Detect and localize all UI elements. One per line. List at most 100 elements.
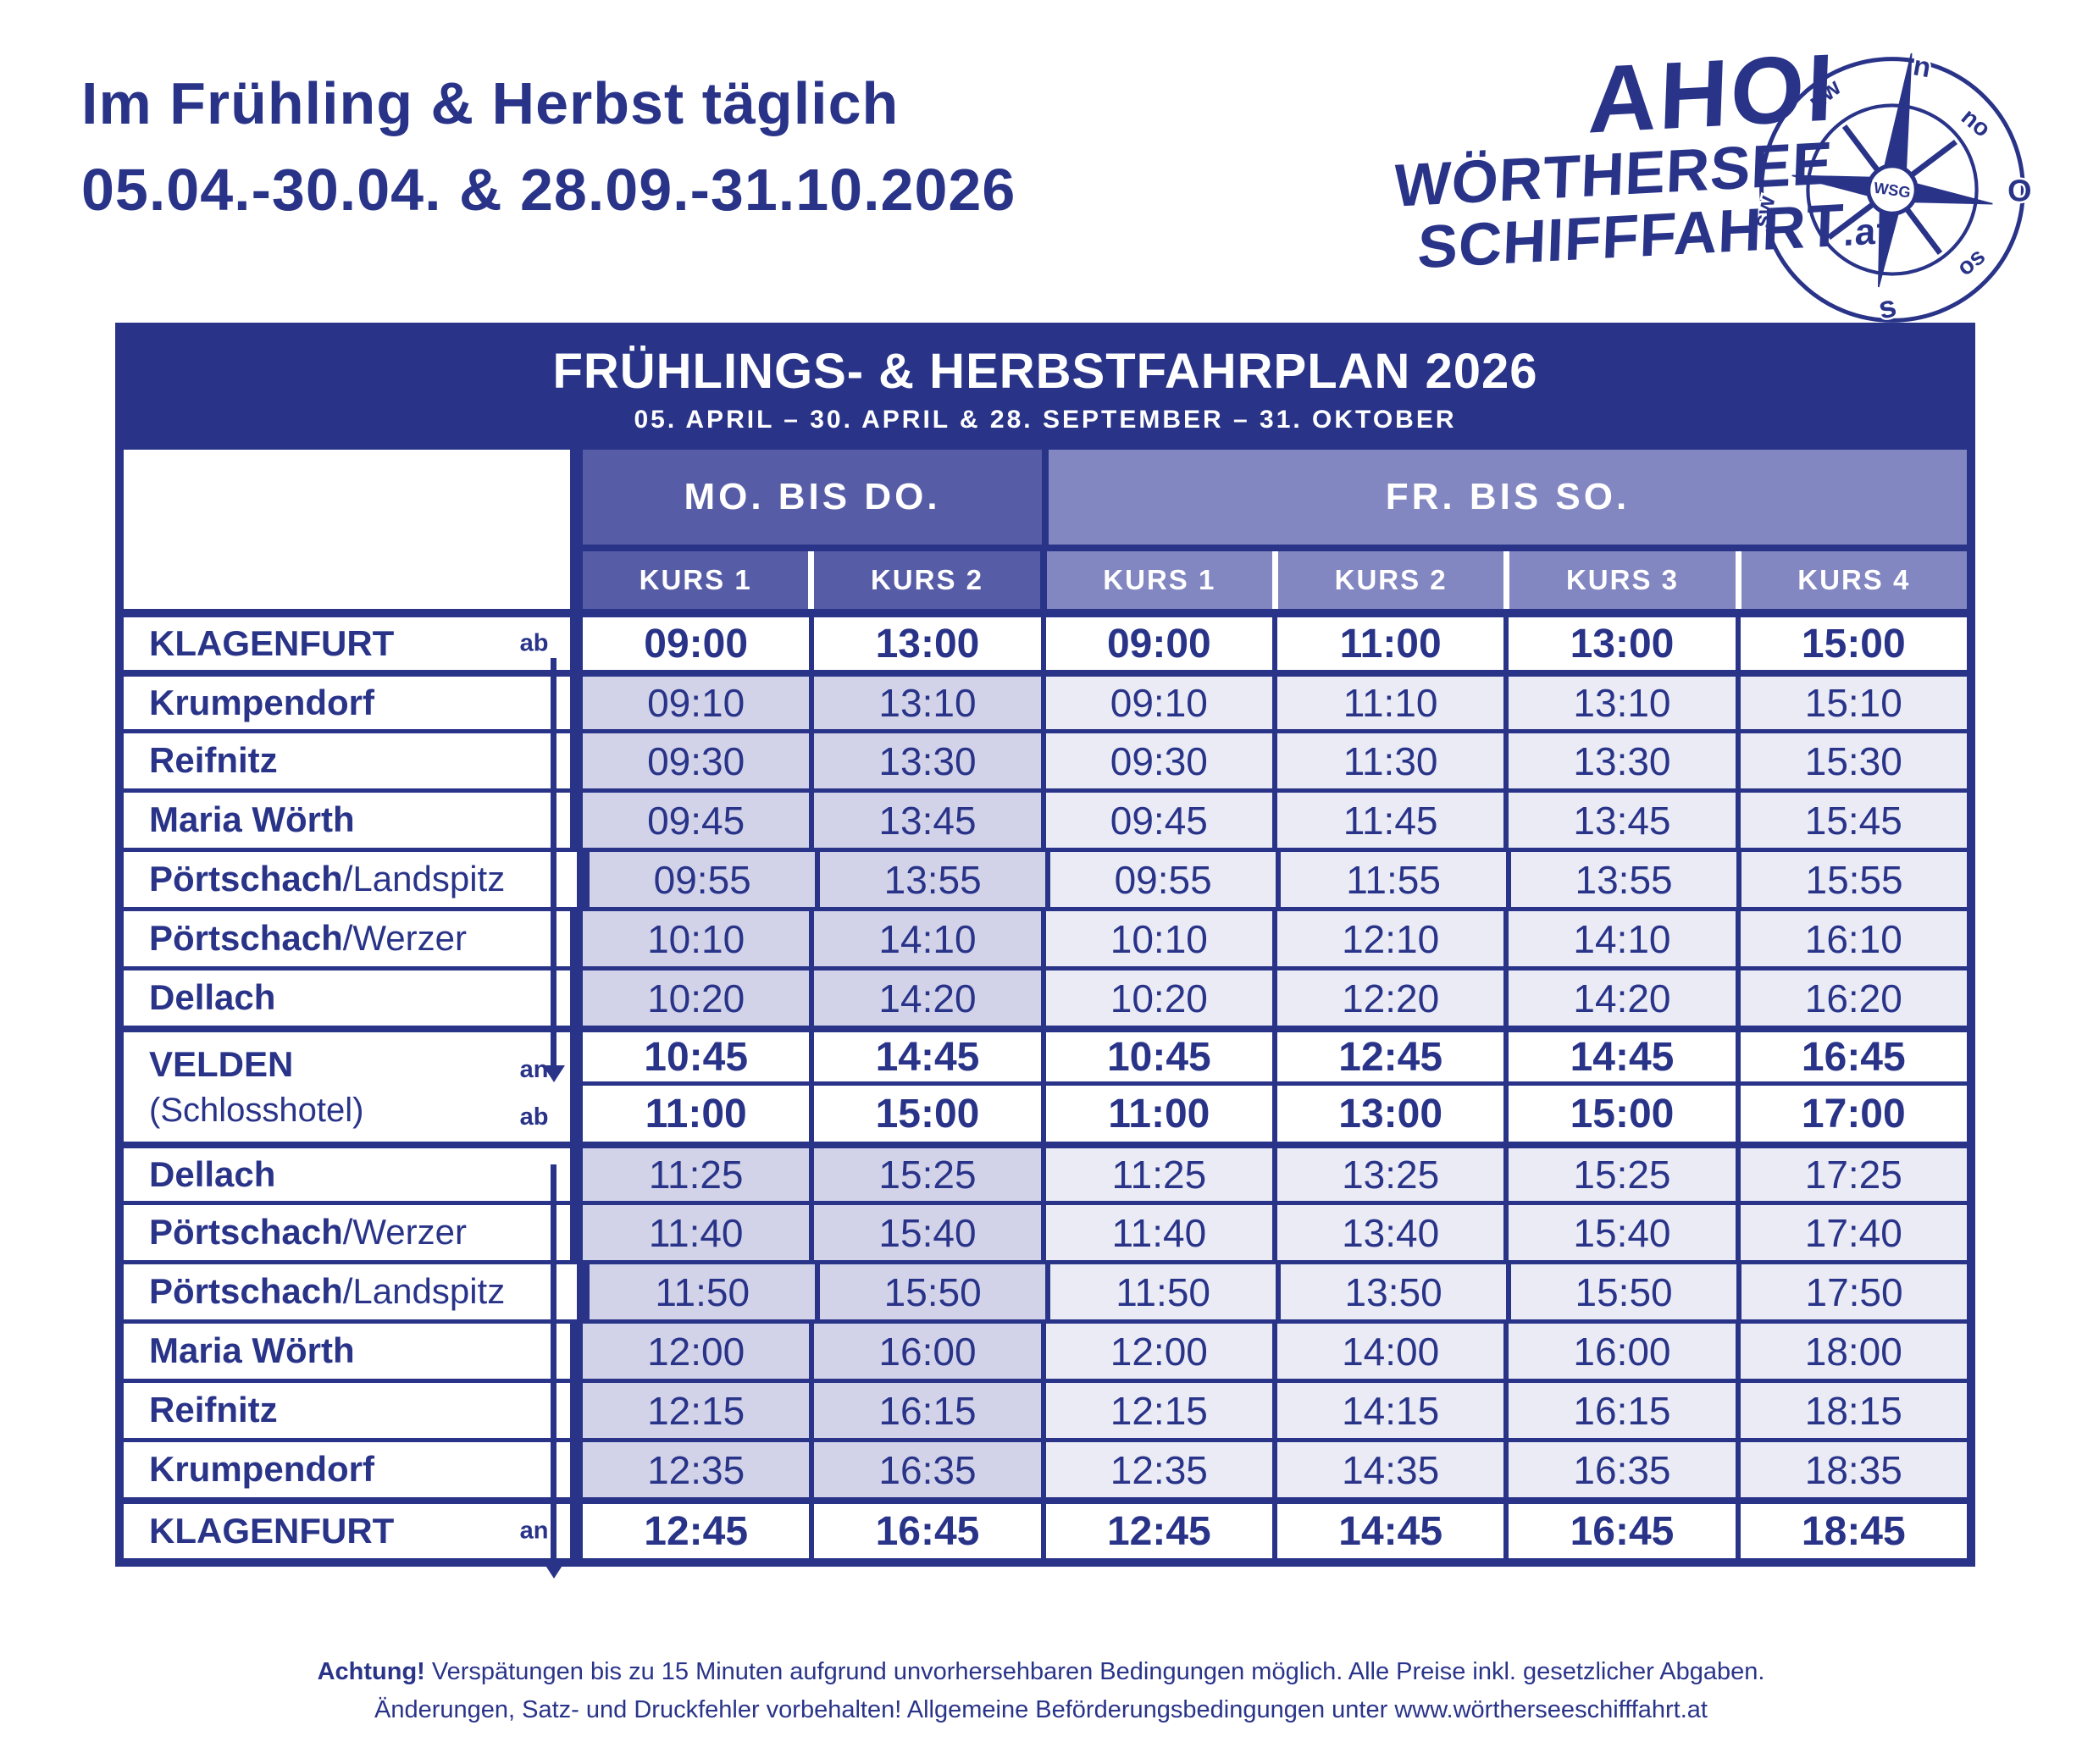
- route-track: [498, 793, 570, 848]
- times-group: 10:10 14:10 10:10 12:10 14:10 16:10: [583, 911, 1967, 966]
- time-cell: 11:00: [1040, 1086, 1272, 1142]
- time-cell: 11:25: [1040, 1148, 1272, 1201]
- time-cell: 12:35: [583, 1442, 810, 1497]
- time-cell: 15:40: [1503, 1205, 1736, 1260]
- table-row: KLAGENFURT an 12:45 16:45 12:45 14:45 16:45 18:…: [124, 1497, 1967, 1558]
- station-cell: KLAGENFURT ab: [124, 617, 583, 670]
- table-row: Pörtschach/Werzer 10:10 14:10 10:10 12:10 14:…: [124, 907, 1967, 966]
- time-cell: 16:45: [1503, 1504, 1736, 1558]
- timetable-subtitle: 05. APRIL – 30. APRIL & 28. SEPTEMBER – …: [634, 405, 1457, 434]
- times-group: 09:30 13:30 09:30 11:30 13:30 15:30: [583, 733, 1967, 788]
- time-cell: 13:10: [1503, 677, 1736, 729]
- time-cell: 15:00: [809, 1086, 1041, 1142]
- station-name: Pörtschach/Landspitz: [149, 859, 506, 899]
- time-cell: 15:00: [1735, 617, 1967, 670]
- kurs-header-mo-2: KURS 2: [808, 551, 1040, 609]
- time-cell: 13:40: [1271, 1205, 1504, 1260]
- time-cell: 13:30: [1503, 733, 1736, 788]
- route-track: [498, 1148, 570, 1201]
- time-cell: 09:30: [583, 733, 810, 788]
- station-cell: Krumpendorf: [124, 1442, 583, 1497]
- time-cell: 14:20: [1503, 970, 1736, 1026]
- station-name: KLAGENFURT: [149, 1510, 395, 1551]
- timetable-title: FRÜHLINGS- & HERBSTFAHRPLAN 2026: [552, 344, 1538, 399]
- time-cell: 10:10: [1040, 911, 1272, 966]
- table-row: Krumpendorf 12:35 16:35 12:35 14:35 16:35 18:3…: [124, 1438, 1967, 1497]
- time-cell: 17:00: [1735, 1086, 1967, 1142]
- header-separator: [583, 545, 1967, 551]
- time-cell: 14:45: [809, 1032, 1041, 1082]
- compass-icon: n nw no O os s sw WSG: [1752, 49, 2033, 328]
- route-track: [498, 1383, 570, 1438]
- table-row: Maria Wörth 12:00 16:00 12:00 14:00 16:00 18:0…: [124, 1319, 1967, 1379]
- time-cell: 15:45: [1735, 793, 1967, 848]
- route-track: an ab: [498, 1032, 570, 1142]
- times-group: 12:15 16:15 12:15 14:15 16:15 18:15: [583, 1383, 1967, 1438]
- time-cell: 17:25: [1735, 1148, 1967, 1201]
- time-cell: 14:45: [1503, 1032, 1736, 1082]
- time-cell: 13:50: [1276, 1264, 1507, 1319]
- route-track: [498, 733, 570, 788]
- time-cell: 16:35: [809, 1442, 1041, 1497]
- station-name: Dellach: [149, 1153, 276, 1194]
- rows-area: KLAGENFURT ab 09:00 13:00 09:00 11:00 13:00 15:…: [124, 617, 1968, 1558]
- time-cell: 13:45: [1503, 793, 1736, 848]
- logo-tld: .at: [1842, 210, 1891, 255]
- time-cell: 09:30: [1040, 733, 1272, 788]
- station-cell: Dellach: [124, 970, 583, 1026]
- time-cell: 16:20: [1735, 970, 1967, 1026]
- time-cell: 11:45: [1271, 793, 1504, 848]
- time-cell: 16:00: [1503, 1324, 1736, 1379]
- compass-label-n: n: [1911, 50, 1933, 84]
- row-separator: [583, 1081, 1967, 1087]
- times-group: 09:45 13:45 09:45 11:45 13:45 15:45: [583, 793, 1967, 848]
- marker-an: an: [519, 1517, 549, 1545]
- velden-times: 10:45 14:45 10:45 12:45 14:45 16:45 11:00 15:00…: [583, 1032, 1967, 1142]
- time-cell: 09:55: [590, 852, 816, 907]
- time-cell: 12:45: [583, 1504, 810, 1558]
- route-track: [498, 1442, 570, 1497]
- column-header-block: MO. BIS DO. FR. BIS SO. KURS 1 KURS 2 KU…: [124, 450, 1967, 617]
- kurs-header-fr-3: KURS 3: [1503, 551, 1736, 609]
- kurs-header-mo-1: KURS 1: [583, 551, 809, 609]
- daygroup-fr-so: FR. BIS SO.: [1042, 450, 1967, 545]
- times-group: 09:55 13:55 09:55 11:55 13:55 15:55: [590, 852, 1968, 907]
- time-cell: 11:55: [1276, 852, 1507, 907]
- station-name: Pörtschach/Werzer: [149, 918, 467, 959]
- logo-wordmark: AHOI WÖRTHERSEE SCHIFFFAHRT.at: [1391, 34, 1891, 282]
- station-name: KLAGENFURT: [149, 622, 395, 663]
- route-track: [498, 1324, 570, 1379]
- time-cell: 10:20: [1040, 970, 1272, 1026]
- compass-label-no: no: [1957, 102, 1996, 142]
- time-cell: 12:00: [1040, 1324, 1272, 1379]
- station-name: Krumpendorf: [149, 1449, 374, 1490]
- time-cell: 15:55: [1736, 852, 1968, 907]
- departure-row: 11:00 15:00 11:00 13:00 15:00 17:00: [583, 1086, 1967, 1142]
- time-cell: 12:35: [1040, 1442, 1272, 1497]
- route-track: [505, 1264, 577, 1319]
- time-cell: 13:55: [815, 852, 1046, 907]
- kurs-header-fr-4: KURS 4: [1735, 551, 1967, 609]
- route-track: [498, 1205, 570, 1260]
- time-cell: 15:25: [1503, 1148, 1736, 1201]
- kurs-header-fr-2: KURS 2: [1271, 551, 1504, 609]
- time-cell: 16:35: [1503, 1442, 1736, 1497]
- table-row: Dellach 11:25 15:25 11:25 13:25 15:25 17:25: [124, 1142, 1967, 1201]
- time-cell: 13:10: [809, 677, 1041, 729]
- compass-label-o: O: [2007, 173, 2031, 207]
- route-arrow-outbound: [551, 658, 556, 1066]
- time-cell: 17:40: [1735, 1205, 1967, 1260]
- time-cell: 18:35: [1735, 1442, 1967, 1497]
- time-cell: 15:50: [815, 1264, 1046, 1319]
- table-row: Pörtschach/Werzer 11:40 15:40 11:40 13:40 15:…: [124, 1201, 1967, 1260]
- time-cell: 18:15: [1735, 1383, 1967, 1438]
- footer-note: Achtung! Verspätungen bis zu 15 Minuten …: [0, 1653, 2082, 1729]
- time-cell: 14:35: [1271, 1442, 1504, 1497]
- station-cell: Pörtschach/Werzer: [124, 1205, 583, 1260]
- station-name: Krumpendorf: [149, 682, 374, 722]
- station-name: Dellach: [149, 977, 276, 1018]
- time-cell: 11:00: [583, 1086, 810, 1142]
- route-track: [498, 911, 570, 966]
- time-cell: 17:50: [1736, 1264, 1968, 1319]
- time-cell: 13:45: [809, 793, 1041, 848]
